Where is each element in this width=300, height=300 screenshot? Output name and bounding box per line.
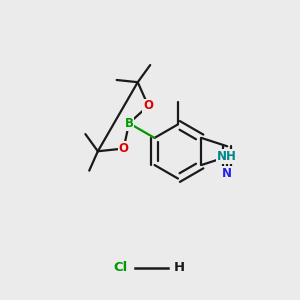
Text: O: O [143, 99, 153, 112]
Text: NH: NH [217, 150, 237, 163]
Text: H: H [174, 261, 185, 274]
Text: B: B [124, 117, 134, 130]
Text: N: N [222, 167, 232, 180]
Text: Cl: Cl [113, 261, 128, 274]
Text: O: O [118, 142, 129, 155]
